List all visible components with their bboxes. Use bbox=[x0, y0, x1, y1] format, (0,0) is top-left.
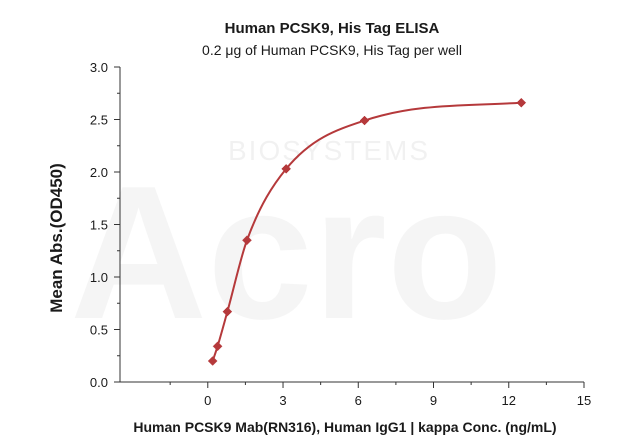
watermark: Acro BIOSYSTEMS bbox=[70, 135, 503, 359]
data-point bbox=[222, 306, 233, 317]
watermark-sub: BIOSYSTEMS bbox=[228, 135, 430, 166]
x-tick-label: 6 bbox=[355, 393, 362, 408]
y-axis-label: Mean Abs.(OD450) bbox=[47, 163, 66, 313]
data-point bbox=[281, 163, 292, 174]
x-ticks: 0 3 6 9 12 15 bbox=[169, 382, 591, 408]
y-tick-label: 1.0 bbox=[90, 270, 108, 285]
data-point bbox=[212, 341, 223, 352]
chart-subtitle: 0.2 μg of Human PCSK9, His Tag per well bbox=[202, 42, 462, 58]
data-points bbox=[207, 97, 527, 366]
x-tick-label: 3 bbox=[279, 393, 286, 408]
x-axis-label: Human PCSK9 Mab(RN316), Human IgG1 | kap… bbox=[133, 419, 556, 435]
y-tick-label: 2.5 bbox=[90, 113, 108, 128]
y-tick-label: 2.0 bbox=[90, 165, 108, 180]
data-point bbox=[516, 97, 527, 108]
data-point bbox=[207, 356, 218, 366]
data-point bbox=[359, 115, 370, 126]
y-tick-label: 0.5 bbox=[90, 323, 108, 338]
watermark-main: Acro bbox=[70, 147, 503, 359]
x-tick-label: 15 bbox=[577, 393, 591, 408]
data-point bbox=[242, 235, 252, 246]
x-tick-label: 12 bbox=[502, 393, 516, 408]
y-tick-label: 0.0 bbox=[90, 375, 108, 390]
x-tick-label: 9 bbox=[430, 393, 437, 408]
chart-title: Human PCSK9, His Tag ELISA bbox=[225, 20, 440, 37]
y-tick-label: 3.0 bbox=[90, 60, 108, 75]
x-tick-label: 0 bbox=[204, 393, 211, 408]
y-tick-label: 1.5 bbox=[90, 218, 108, 233]
y-ticks: 0.0 0.5 1.0 1.5 2.0 2.5 3.0 bbox=[90, 60, 120, 390]
